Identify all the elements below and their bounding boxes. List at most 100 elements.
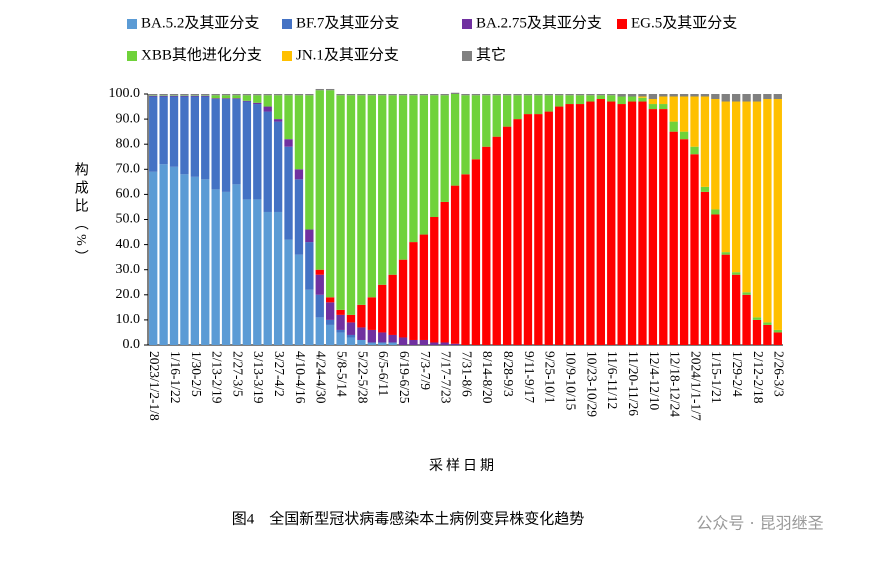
bar-segment xyxy=(211,189,220,345)
bar-segment xyxy=(752,317,762,320)
bar-segment xyxy=(169,166,179,345)
bar-segment xyxy=(305,94,314,96)
bar-segment xyxy=(461,94,470,96)
bar-segment xyxy=(617,96,626,105)
bar-segment xyxy=(326,90,335,298)
legend-label: BA.5.2及其亚分支 xyxy=(141,14,259,31)
bar-segment xyxy=(357,94,366,96)
bar-segment xyxy=(731,272,741,275)
bar-segment xyxy=(607,95,616,102)
bar-segment xyxy=(513,119,522,345)
bar-segment xyxy=(752,319,762,345)
x-tick-label: 9/25-10/1 xyxy=(543,351,558,404)
bar-segment xyxy=(336,95,345,310)
bar-segment xyxy=(565,104,574,345)
bar-segment xyxy=(534,94,543,96)
bar-segment xyxy=(492,95,501,137)
bar-segment xyxy=(461,174,470,345)
bar-segment xyxy=(294,179,304,255)
bar-segment xyxy=(211,99,220,190)
bar-segment xyxy=(180,95,189,97)
bar-segment xyxy=(482,95,491,147)
bar-segment xyxy=(232,99,241,185)
bar-segment xyxy=(315,317,324,345)
bar-segment xyxy=(742,101,751,293)
bar-segment xyxy=(565,94,574,96)
bar-segment xyxy=(502,126,512,345)
bar-segment xyxy=(430,95,439,217)
y-tick-label: 20.0 xyxy=(116,287,141,302)
bar-segment xyxy=(242,100,252,102)
bar-segment xyxy=(336,94,345,96)
bar-segment xyxy=(575,94,585,96)
x-tick-label: 2/13-2/19 xyxy=(210,351,225,404)
bar-segment xyxy=(169,96,179,167)
bar-segment xyxy=(326,324,335,345)
bar-segment xyxy=(721,252,730,255)
bar-segment xyxy=(450,185,460,344)
bar-segment xyxy=(284,239,293,345)
bar-segment xyxy=(367,94,376,96)
bar-segment xyxy=(159,94,168,96)
x-tick-label: 4/10-4/16 xyxy=(293,351,308,404)
bar-segment xyxy=(648,99,658,105)
bar-segment xyxy=(700,186,710,192)
bar-segment xyxy=(326,319,335,325)
bar-segment xyxy=(502,94,512,96)
x-tick-label: 10/23-10/29 xyxy=(584,351,599,417)
x-tick-label: 7/17-7/23 xyxy=(439,351,454,404)
bar-segment xyxy=(190,176,200,345)
bar-segment xyxy=(482,146,491,345)
bar-segment xyxy=(471,94,481,96)
bar-segment xyxy=(534,95,543,115)
bar-segment xyxy=(180,94,189,96)
bar-segment xyxy=(430,342,439,345)
bar-segment xyxy=(169,95,179,96)
bar-segment xyxy=(242,94,252,96)
bar-segment xyxy=(773,99,782,330)
bar-segment xyxy=(273,211,283,345)
bar-segment xyxy=(752,101,762,318)
bar-segment xyxy=(586,94,595,96)
bar-segment xyxy=(513,94,522,96)
bar-segment xyxy=(336,309,345,315)
bar-segment xyxy=(159,96,168,165)
bar-segment xyxy=(638,97,647,102)
bar-segment xyxy=(419,339,429,345)
bar-segment xyxy=(482,94,491,96)
bar-segment xyxy=(690,96,699,147)
bar-segment xyxy=(513,95,522,120)
bar-segment xyxy=(690,146,699,155)
legend-label: JN.1及其亚分支 xyxy=(296,46,399,63)
bar-segment xyxy=(242,95,252,101)
bar-segment xyxy=(700,191,710,345)
bar-segment xyxy=(315,274,324,295)
x-tick-label: 12/18-12/24 xyxy=(668,351,683,417)
bar-segment xyxy=(679,94,689,97)
bar-segment xyxy=(305,95,314,230)
bar-segment xyxy=(357,95,366,305)
bar-segment xyxy=(336,332,345,345)
bar-segment xyxy=(253,102,262,105)
bar-segment xyxy=(232,94,241,96)
bar-segment xyxy=(659,109,668,345)
bar-segment xyxy=(346,94,356,96)
bar-segment xyxy=(419,94,429,96)
bar-segment xyxy=(149,95,158,97)
x-tick-label: 10/9-10/15 xyxy=(564,351,579,410)
bar-segment xyxy=(367,342,376,345)
bar-segment xyxy=(440,95,449,202)
legend-swatch xyxy=(617,19,627,29)
bar-segment xyxy=(221,94,231,96)
bar-segment xyxy=(221,98,231,100)
bar-segment xyxy=(336,329,345,333)
bar-segment xyxy=(502,95,512,127)
bar-segment xyxy=(273,94,283,96)
bar-segment xyxy=(273,119,283,122)
x-tick-label: 8/14-8/20 xyxy=(480,351,495,404)
bar-segment xyxy=(159,95,168,96)
bar-segment xyxy=(221,95,231,99)
legend-label: EG.5及其亚分支 xyxy=(631,14,737,31)
bar-segment xyxy=(149,94,158,96)
y-tick-label: 30.0 xyxy=(116,262,141,277)
